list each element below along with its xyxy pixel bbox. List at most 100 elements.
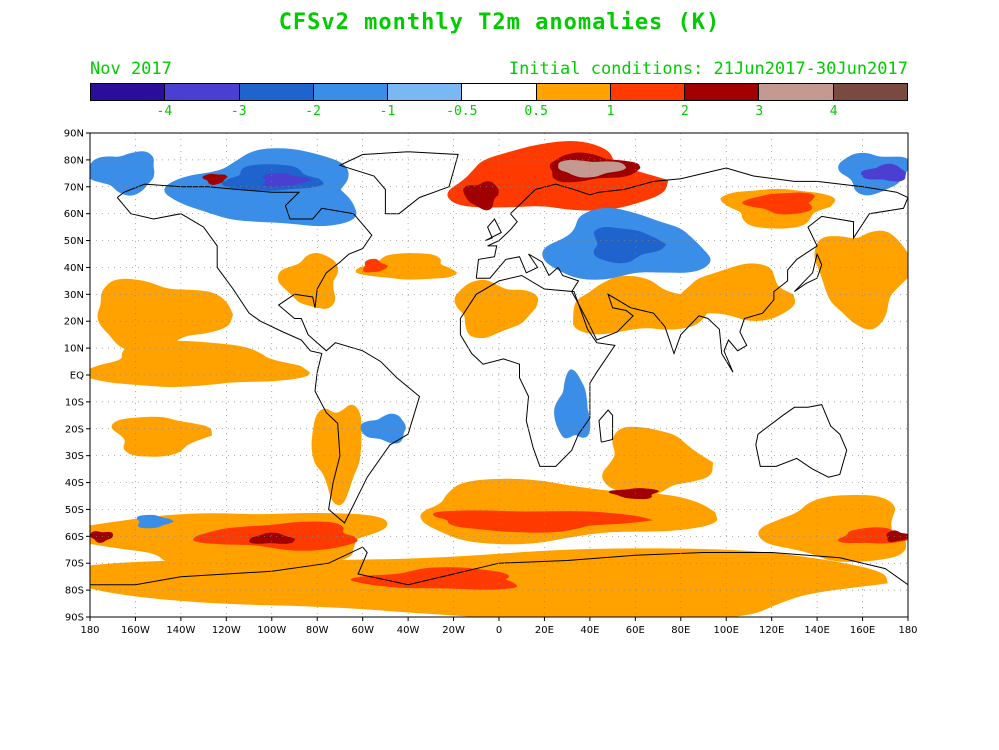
anomaly-region-siberia-east-cold-core xyxy=(861,163,906,182)
colorbar-label: -2 xyxy=(305,104,321,119)
colorbar-swatch xyxy=(239,84,314,100)
forecast-month: Nov 2017 xyxy=(90,59,172,79)
lon-label: 120E xyxy=(759,625,784,636)
anomaly-region-east-pacific-warm xyxy=(90,340,310,387)
lat-label: 60S xyxy=(65,532,84,543)
anomaly-region-east-africa-cool xyxy=(554,369,591,439)
anomaly-region-norwegian-sea-hot xyxy=(463,181,499,211)
colorbar-label: -4 xyxy=(156,104,173,119)
colorbar-label: 1 xyxy=(606,104,615,119)
coastline xyxy=(485,218,502,242)
axis-labels: 90N 80N 70N 60N 50N 40N 30N 20N 10N EQ 10S 20S 30S 40… xyxy=(64,129,918,637)
lat-label: 10N xyxy=(64,344,84,355)
lon-label: 60W xyxy=(351,625,374,636)
anomaly-region-south-america-warm xyxy=(311,404,362,506)
anomaly-fill-layer xyxy=(90,133,908,617)
lat-label: EQ xyxy=(70,371,84,382)
lon-label: 140E xyxy=(804,625,829,636)
coastline xyxy=(794,252,823,293)
map-title: CFSv2 monthly T2m anomalies (K) xyxy=(278,10,721,35)
lat-label: 50N xyxy=(64,236,84,247)
lon-label: 180 xyxy=(80,625,99,636)
lat-label: 80S xyxy=(65,586,84,597)
colorbar-label: -1 xyxy=(379,104,396,119)
anomaly-region-north-atlantic-warm xyxy=(355,253,457,280)
colorbar-swatch xyxy=(610,84,686,100)
lon-label: 20E xyxy=(535,625,554,636)
colorbar-label: 3 xyxy=(755,104,764,119)
colorbar-swatch xyxy=(388,84,463,100)
lat-label: 20S xyxy=(65,424,84,435)
initial-conditions: Initial conditions: 21Jun2017-30Jun2017 xyxy=(508,59,908,79)
coastline xyxy=(475,167,908,373)
lon-label: 40W xyxy=(397,625,420,636)
colorbar-label: 4 xyxy=(829,104,838,119)
colorbar-swatch xyxy=(91,84,166,100)
coastline-layer xyxy=(90,151,908,586)
colorbar-swatch xyxy=(759,84,834,100)
lat-label: 40N xyxy=(64,263,84,274)
anomaly-region-india-middle-east-warm xyxy=(572,275,710,335)
anomaly-region-brazil-cool xyxy=(360,413,406,444)
colorbar-swatch xyxy=(833,84,907,100)
lat-label: 90N xyxy=(64,129,84,140)
colorbar-swatch xyxy=(165,84,240,100)
lon-label: 60E xyxy=(626,625,645,636)
lon-label: 20W xyxy=(442,625,465,636)
lon-label: 160E xyxy=(850,625,875,636)
anomaly-region-dateline-south-hottest-w xyxy=(90,531,114,543)
anomaly-region-south-indian-warm xyxy=(602,426,713,497)
anomaly-region-barents-kara-core xyxy=(558,160,627,178)
anomaly-region-north-atlantic-hot xyxy=(363,258,389,273)
lat-label: 10S xyxy=(65,397,84,408)
coastline xyxy=(338,151,459,215)
lat-label: 30S xyxy=(65,451,84,462)
colorbar-swatch xyxy=(462,84,537,100)
anomaly-region-southern-ocean-hottest xyxy=(249,532,296,544)
colorbar-swatch xyxy=(313,84,389,100)
anomaly-region-north-pacific-west-warm xyxy=(814,230,908,330)
lon-label: 100W xyxy=(257,625,286,636)
colorbar-label: 2 xyxy=(680,104,689,119)
lon-label: 160W xyxy=(121,625,150,636)
anomaly-region-bering-cold-west xyxy=(90,151,155,196)
anomaly-region-southern-ocean-hot-atlantic xyxy=(432,510,654,533)
colorbar-swatch xyxy=(536,84,611,100)
lon-label: 0 xyxy=(496,625,502,636)
anomaly-region-southern-ocean-west-warm xyxy=(758,495,907,562)
lon-label: 80E xyxy=(671,625,690,636)
lat-label: 60N xyxy=(64,209,84,220)
gridline-layer xyxy=(90,133,908,617)
anomaly-region-north-pacific-warm xyxy=(97,278,233,354)
lon-label: 100E xyxy=(714,625,739,636)
colorbar-label: -0.5 xyxy=(446,104,478,119)
anomaly-region-alaska-hot xyxy=(202,173,228,185)
lat-label: 90S xyxy=(65,613,84,624)
colorbar-label: 0.5 xyxy=(524,104,548,119)
coastline xyxy=(755,404,848,478)
lon-label: 40E xyxy=(580,625,599,636)
coastline xyxy=(598,409,614,443)
lat-label: 50S xyxy=(65,505,84,516)
coastline xyxy=(459,274,616,467)
coastline xyxy=(90,546,908,586)
lon-label: 120W xyxy=(212,625,241,636)
anomaly-region-dateline-south-hottest xyxy=(886,530,908,543)
lat-label: 80N xyxy=(64,155,84,166)
anomaly-region-southern-ocean-hot-indian xyxy=(608,488,659,500)
colorbar-labels: -4 -3 -2 -1 -0.5 0.5 1 2 3 4 xyxy=(90,104,908,120)
lat-label: 70S xyxy=(65,559,84,570)
lon-label: 180 xyxy=(898,625,917,636)
lon-label: 80W xyxy=(306,625,329,636)
colorbar-label: -3 xyxy=(230,104,247,119)
lat-label: 70N xyxy=(64,182,84,193)
lat-label: 20N xyxy=(64,317,84,328)
lat-label: 40S xyxy=(65,478,84,489)
lat-label: 30N xyxy=(64,290,84,301)
lon-label: 140W xyxy=(166,625,195,636)
anomaly-region-west-africa-warm xyxy=(454,279,539,339)
anomaly-region-south-pacific-warm xyxy=(111,416,212,457)
colorbar xyxy=(90,83,908,101)
anomaly-region-canada-arctic-coldest xyxy=(262,173,312,187)
